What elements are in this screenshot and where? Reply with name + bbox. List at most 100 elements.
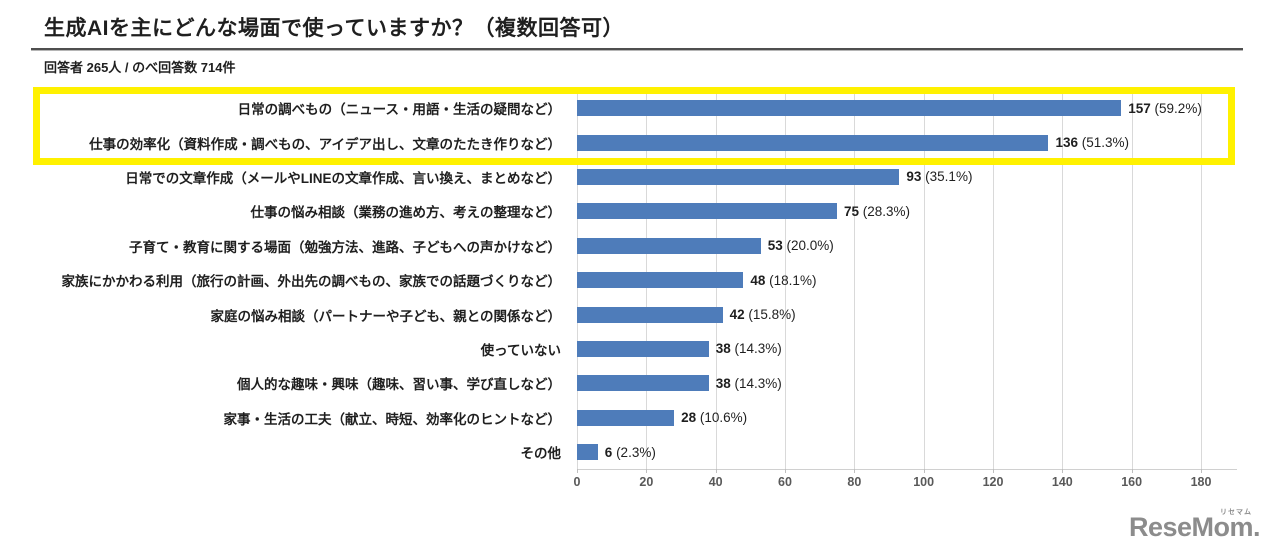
value-count: 38 — [715, 341, 731, 357]
bar-row: 家事・生活の工夫（献立、時短、効率化のヒントなど） 28 (10.6%) — [31, 401, 1243, 435]
category-label: 子育て・教育に関する場面（勉強方法、進路、子どもへの声かけなど） — [129, 239, 561, 255]
bar-row: 仕事の効率化（資料作成・調べもの、アイデア出し、文章のたたき作りなど） 136 (… — [31, 125, 1243, 159]
value-count: 75 — [844, 203, 860, 219]
value-percent: (10.6%) — [696, 410, 748, 426]
value-label: 38 (14.3%) — [716, 341, 782, 356]
category-label: 家事・生活の工夫（献立、時短、効率化のヒントなど） — [223, 411, 562, 427]
category-label: 仕事の悩み相談（業務の進め方、考えの整理など） — [250, 205, 562, 221]
category-label: 家庭の悩み相談（パートナーや子ども、親との関係など） — [210, 308, 561, 324]
tick-mark — [854, 469, 856, 474]
bar — [577, 444, 598, 461]
bar-row: 家庭の悩み相談（パートナーや子ども、親との関係など） 42 (15.8%) — [31, 297, 1243, 331]
value-percent: (18.1%) — [765, 272, 817, 288]
x-tick-label: 180 — [1190, 475, 1212, 490]
value-percent: (14.3%) — [730, 375, 782, 391]
value-percent: (59.2%) — [1150, 100, 1202, 116]
bar-row: 仕事の悩み相談（業務の進め方、考えの整理など） 75 (28.3%) — [31, 194, 1243, 228]
value-count: 6 — [604, 444, 613, 460]
tick-mark — [715, 469, 717, 474]
bar — [577, 134, 1049, 151]
bar-row: 家族にかかわる利用（旅行の計画、外出先の調べもの、家族での話題づくりなど） 48 … — [31, 263, 1243, 297]
bar-plot-area: 48 (18.1%) — [577, 263, 1237, 297]
bar — [577, 375, 709, 392]
gridline — [854, 91, 856, 469]
bar-chart: 日常の調べもの（ニュース・用語・生活の疑問など） 157 (59.2%) 仕事の効率… — [31, 87, 1243, 495]
logo-text: ReseMom. — [1128, 512, 1261, 542]
bar-plot-area: 28 (10.6%) — [577, 401, 1237, 435]
value-percent: (2.3%) — [612, 444, 656, 460]
gridline — [993, 91, 994, 469]
value-label: 75 (28.3%) — [844, 204, 910, 219]
bar-plot-area: 38 (14.3%) — [577, 366, 1237, 400]
value-label: 28 (10.6%) — [681, 410, 747, 425]
gridline — [1131, 91, 1133, 469]
bar-row: 使っていない 38 (14.3%) — [31, 332, 1243, 366]
tick-mark — [923, 469, 925, 474]
x-tick-label: 80 — [847, 475, 862, 490]
value-percent: (51.3%) — [1077, 135, 1130, 151]
value-count: 48 — [750, 272, 766, 288]
value-percent: (35.1%) — [921, 169, 973, 185]
tick-mark — [993, 469, 994, 474]
value-percent: (28.3%) — [859, 203, 911, 219]
category-label: 個人的な趣味・興味（趣味、習い事、学び直しなど） — [237, 377, 561, 393]
x-tick-label: 160 — [1121, 475, 1143, 490]
gridline — [923, 91, 925, 469]
category-label: 仕事の効率化（資料作成・調べもの、アイデア出し、文章のたたき作りなど） — [89, 136, 561, 152]
bar-plot-area: 6 (2.3%) — [577, 435, 1237, 469]
value-count: 53 — [767, 238, 783, 254]
x-tick-label: 100 — [913, 475, 935, 490]
bar — [577, 340, 709, 357]
tick-mark — [785, 469, 786, 474]
bar — [577, 237, 761, 254]
tick-mark — [1062, 469, 1064, 474]
bar-plot-area: 75 (28.3%) — [577, 194, 1237, 228]
chart-title: 生成AIを主にどんな場面で使っていますか？（複数回答可） — [44, 17, 624, 40]
bar-row: 個人的な趣味・興味（趣味、習い事、学び直しなど） 38 (14.3%) — [31, 366, 1243, 400]
category-label: 家族にかかわる利用（旅行の計画、外出先の調べもの、家族での話題づくりなど） — [61, 274, 562, 290]
value-label: 42 (15.8%) — [730, 307, 796, 322]
gridline — [785, 91, 786, 469]
bar — [577, 100, 1122, 117]
value-count: 136 — [1055, 135, 1078, 151]
tick-mark — [1131, 469, 1133, 474]
category-label: 日常の調べもの（ニュース・用語・生活の疑問など） — [237, 102, 561, 118]
category-label: 日常での文章作成（メールやLINEの文章作成、言い換え、まとめなど） — [125, 170, 561, 186]
value-percent: (14.3%) — [730, 341, 782, 357]
bar — [577, 272, 744, 289]
x-tick-label: 140 — [1051, 475, 1073, 490]
bar — [577, 409, 675, 426]
bar — [577, 168, 900, 185]
bar-row: その他 6 (2.3%) — [31, 435, 1243, 469]
value-label: 6 (2.3%) — [605, 445, 656, 460]
bar-plot-area: 136 (51.3%) — [577, 125, 1237, 159]
bar — [577, 306, 723, 323]
gridline — [1201, 91, 1202, 469]
tick-mark — [646, 469, 648, 474]
value-count: 28 — [681, 410, 697, 426]
category-label: 使っていない — [480, 342, 561, 358]
bar-row: 日常の調べもの（ニュース・用語・生活の疑問など） 157 (59.2%) — [31, 91, 1243, 125]
logo-wrap: リセマム ReseMom. — [1128, 509, 1261, 542]
value-label: 38 (14.3%) — [716, 376, 782, 391]
value-count: 42 — [729, 307, 745, 323]
tick-mark — [1201, 469, 1202, 474]
x-axis: 0 20 40 60 80 100 120 140 160 180 — [574, 469, 1237, 495]
title-underline — [31, 48, 1243, 51]
value-percent: (15.8%) — [744, 307, 796, 323]
bar — [577, 203, 837, 220]
value-count: 157 — [1128, 100, 1151, 116]
gridline — [1062, 91, 1064, 469]
value-label: 93 (35.1%) — [906, 169, 972, 184]
value-count: 38 — [715, 375, 731, 391]
value-percent: (20.0%) — [782, 238, 834, 254]
value-label: 136 (51.3%) — [1055, 135, 1129, 150]
bar-row: 日常での文章作成（メールやLINEの文章作成、言い換え、まとめなど） 93 (35… — [31, 160, 1243, 194]
bar-plot-area: 53 (20.0%) — [577, 229, 1237, 263]
bar-plot-area: 38 (14.3%) — [577, 332, 1237, 366]
bar-plot-area: 93 (35.1%) — [577, 160, 1237, 194]
value-label: 157 (59.2%) — [1128, 101, 1202, 116]
x-tick-label: 40 — [708, 475, 723, 490]
logo-ruby: リセマム — [1220, 509, 1252, 516]
